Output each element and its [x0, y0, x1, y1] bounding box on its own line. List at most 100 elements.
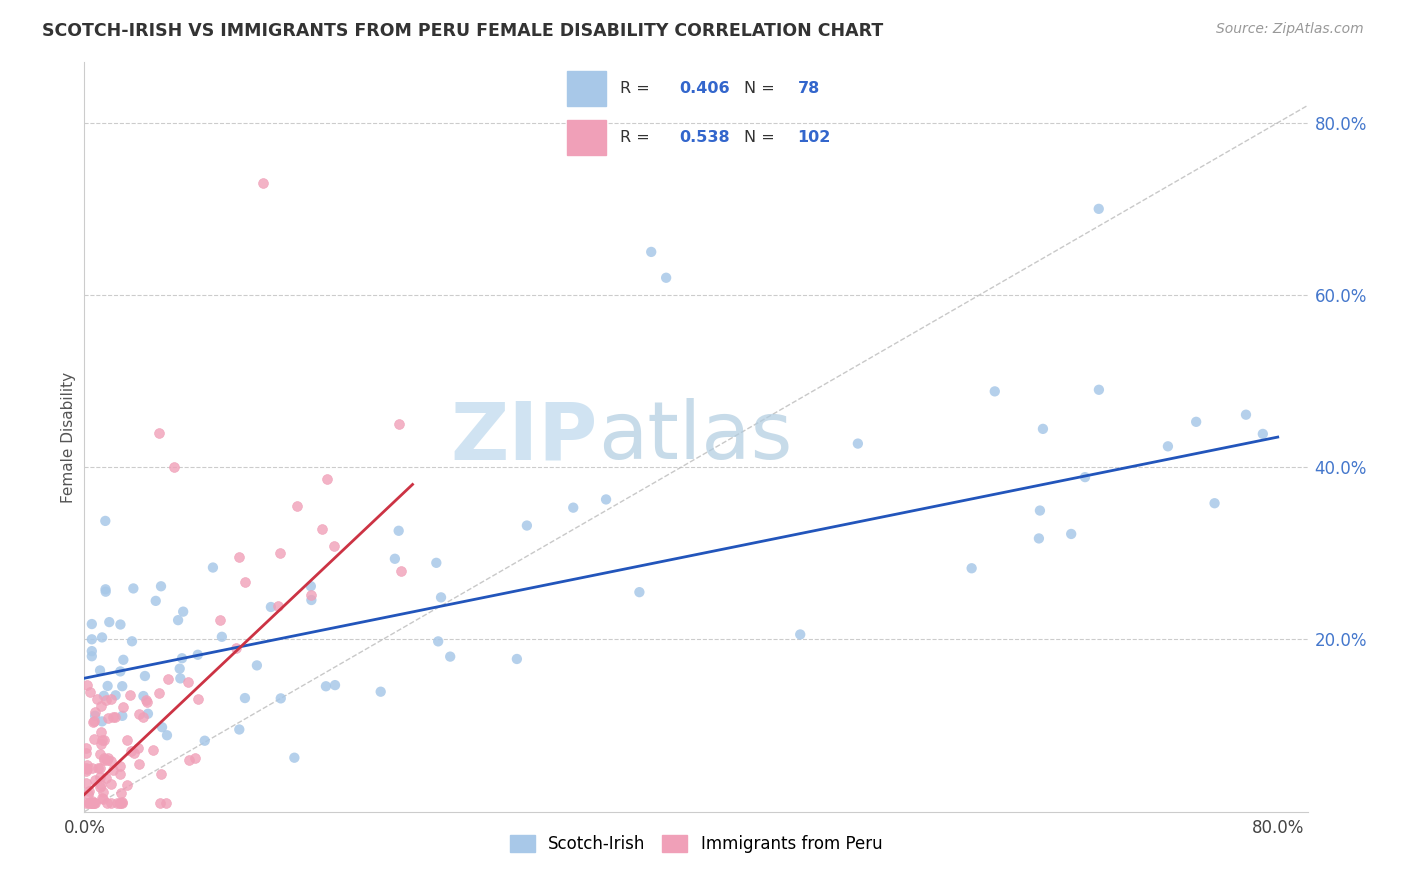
Point — [299, 593, 322, 607]
Point — [86, 691, 108, 706]
Point — [628, 585, 651, 599]
Bar — [567, 120, 606, 155]
Text: 102: 102 — [797, 130, 831, 145]
Point — [1074, 470, 1097, 484]
Point — [96, 753, 118, 767]
Point — [76, 787, 98, 801]
Legend: Scotch-Irish, Immigrants from Peru: Scotch-Irish, Immigrants from Peru — [503, 828, 889, 860]
Point — [111, 679, 134, 693]
Point — [105, 796, 128, 810]
Point — [1088, 383, 1111, 397]
Point — [439, 649, 461, 664]
Text: ZIP: ZIP — [451, 398, 598, 476]
Point — [388, 417, 411, 432]
Point — [1185, 415, 1208, 429]
Point — [120, 743, 142, 757]
Point — [89, 780, 111, 795]
Point — [90, 725, 112, 739]
Point — [94, 514, 117, 528]
Point — [94, 584, 117, 599]
Point — [83, 796, 105, 810]
Text: R =: R = — [620, 130, 655, 145]
Point — [430, 591, 453, 605]
Point — [122, 746, 145, 760]
Point — [108, 767, 131, 781]
Point — [427, 634, 450, 648]
Point — [112, 700, 135, 714]
Point — [177, 753, 200, 767]
Point — [91, 785, 114, 799]
Point — [170, 651, 193, 665]
Point — [80, 649, 103, 664]
Point — [111, 795, 134, 809]
Point — [108, 796, 131, 810]
Point — [169, 672, 191, 686]
Point — [100, 796, 122, 810]
Point — [91, 631, 114, 645]
Point — [100, 754, 122, 768]
Point — [108, 796, 131, 810]
Point — [136, 706, 159, 721]
Point — [789, 627, 811, 641]
Point — [93, 732, 115, 747]
Point — [246, 658, 269, 673]
Point — [83, 773, 105, 788]
Point — [148, 686, 170, 700]
Point — [562, 500, 585, 515]
Point — [82, 795, 104, 809]
Point — [1087, 202, 1109, 216]
Point — [112, 653, 135, 667]
Point — [384, 551, 406, 566]
Point — [655, 270, 678, 285]
Point — [83, 796, 105, 810]
Point — [87, 761, 110, 775]
Point — [595, 492, 617, 507]
Text: atlas: atlas — [598, 398, 793, 476]
Point — [323, 539, 346, 553]
Point — [90, 778, 112, 792]
Point — [389, 564, 412, 578]
Point — [149, 796, 172, 810]
Point — [270, 691, 292, 706]
Point — [142, 743, 165, 757]
Point — [1251, 426, 1274, 441]
Point — [209, 613, 232, 627]
Point — [128, 756, 150, 771]
Point — [96, 796, 118, 810]
Point — [77, 796, 100, 810]
Point — [110, 665, 132, 679]
Point — [89, 761, 111, 775]
Point — [111, 709, 134, 723]
Text: N =: N = — [744, 130, 780, 145]
Point — [163, 460, 186, 475]
Point — [1032, 422, 1054, 436]
Text: N =: N = — [744, 80, 780, 95]
Point — [89, 664, 111, 678]
Point — [84, 706, 107, 720]
Point — [311, 522, 333, 536]
Point — [145, 594, 167, 608]
Point — [121, 634, 143, 648]
Y-axis label: Female Disability: Female Disability — [60, 371, 76, 503]
Point — [252, 176, 274, 190]
Point — [846, 436, 869, 450]
Point — [93, 753, 115, 767]
Point — [283, 750, 305, 764]
Point — [89, 770, 111, 784]
Text: 0.406: 0.406 — [679, 80, 730, 95]
Point — [299, 579, 322, 593]
Text: SCOTCH-IRISH VS IMMIGRANTS FROM PERU FEMALE DISABILITY CORRELATION CHART: SCOTCH-IRISH VS IMMIGRANTS FROM PERU FEM… — [42, 22, 883, 40]
Point — [75, 740, 97, 755]
Point — [115, 733, 138, 747]
Point — [80, 796, 103, 810]
Point — [75, 746, 97, 760]
Point — [156, 728, 179, 742]
Point — [100, 777, 122, 791]
Point — [110, 617, 132, 632]
Point — [148, 425, 170, 440]
Point — [80, 617, 103, 632]
Point — [97, 711, 120, 725]
Point — [388, 524, 411, 538]
Point — [101, 763, 124, 777]
Point — [187, 691, 209, 706]
